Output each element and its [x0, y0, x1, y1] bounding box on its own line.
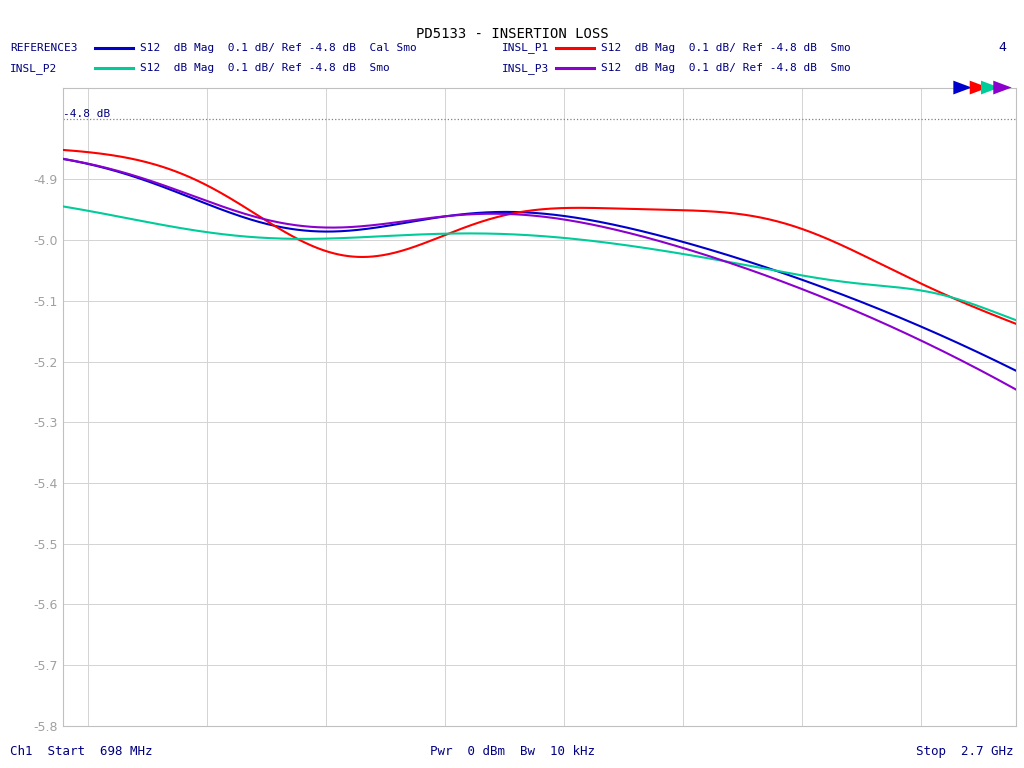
Text: REFERENCE3: REFERENCE3 — [10, 42, 78, 53]
Text: S12  dB Mag  0.1 dB/ Ref -4.8 dB  Smo: S12 dB Mag 0.1 dB/ Ref -4.8 dB Smo — [601, 42, 851, 53]
Text: S12  dB Mag  0.1 dB/ Ref -4.8 dB  Smo: S12 dB Mag 0.1 dB/ Ref -4.8 dB Smo — [140, 63, 390, 74]
Text: Stop  2.7 GHz: Stop 2.7 GHz — [916, 745, 1014, 757]
Text: Pwr  0 dBm  Bw  10 kHz: Pwr 0 dBm Bw 10 kHz — [430, 745, 595, 757]
Text: S12  dB Mag  0.1 dB/ Ref -4.8 dB  Cal Smo: S12 dB Mag 0.1 dB/ Ref -4.8 dB Cal Smo — [140, 42, 417, 53]
Text: PD5133 - INSERTION LOSS: PD5133 - INSERTION LOSS — [416, 27, 608, 41]
Text: -4.8 dB: -4.8 dB — [62, 109, 110, 119]
Text: S12  dB Mag  0.1 dB/ Ref -4.8 dB  Smo: S12 dB Mag 0.1 dB/ Ref -4.8 dB Smo — [601, 63, 851, 74]
Text: 4: 4 — [998, 41, 1007, 54]
Text: INSL_P2: INSL_P2 — [10, 63, 57, 74]
Text: INSL_P1: INSL_P1 — [502, 42, 549, 53]
Text: INSL_P3: INSL_P3 — [502, 63, 549, 74]
Text: Ch1  Start  698 MHz: Ch1 Start 698 MHz — [10, 745, 153, 757]
